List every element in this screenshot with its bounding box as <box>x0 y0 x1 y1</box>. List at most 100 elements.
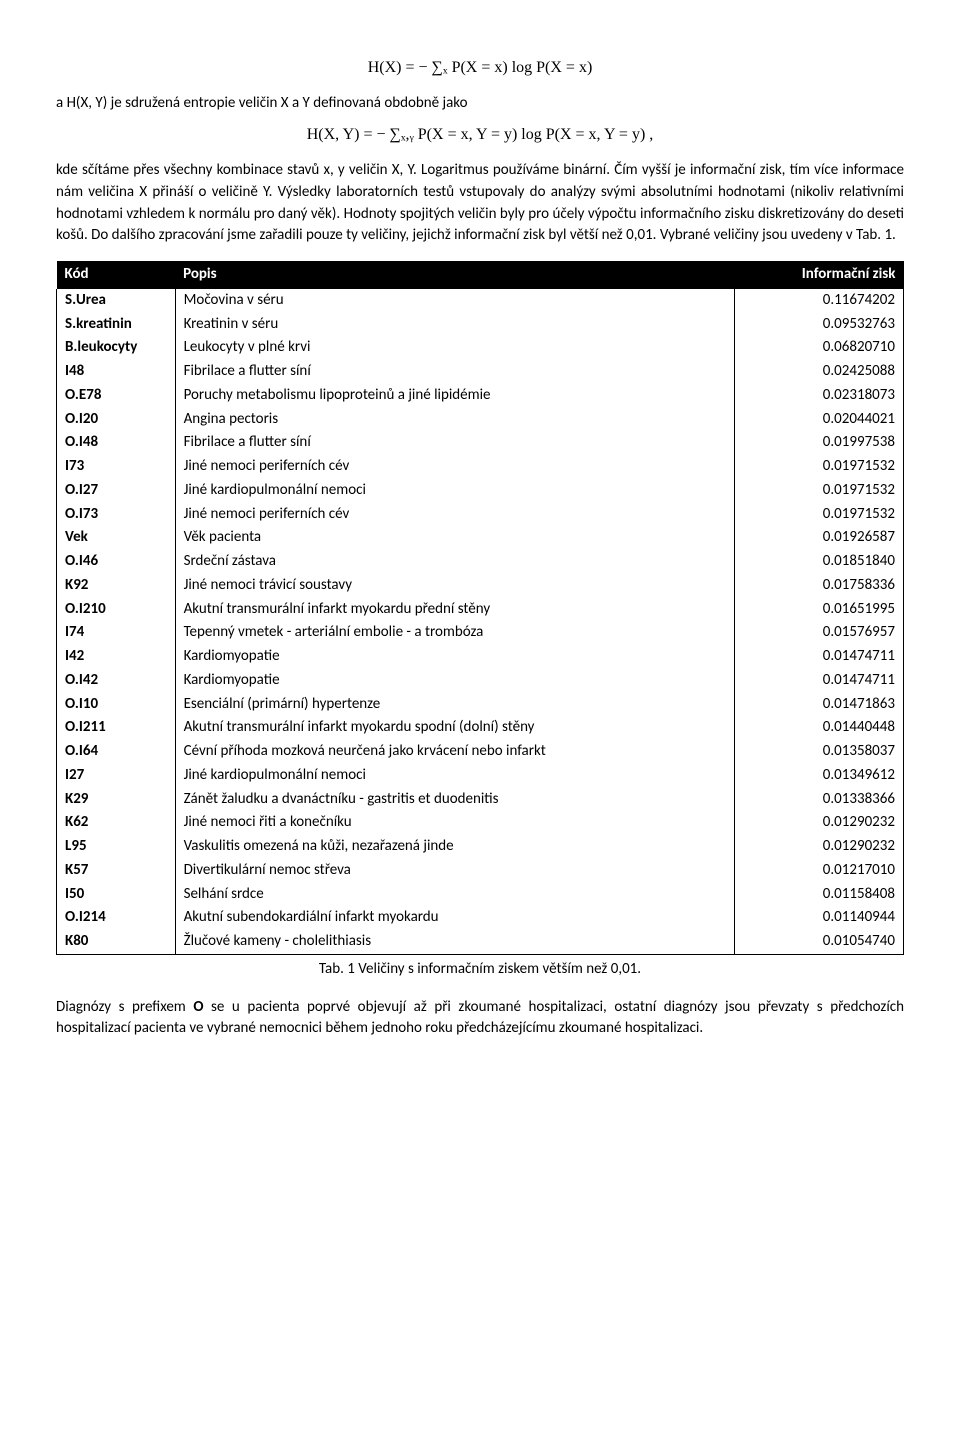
table-row: I73Jiné nemoci periferních cév0.01971532 <box>57 455 904 479</box>
table-row: O.I48Fibrilace a flutter síní0.01997538 <box>57 431 904 455</box>
cell-code: K92 <box>57 574 176 598</box>
cell-code: O.E78 <box>57 384 176 408</box>
cell-value: 0.01290232 <box>734 835 903 859</box>
cell-value: 0.01471863 <box>734 693 903 717</box>
cell-value: 0.01054740 <box>734 930 903 954</box>
cell-desc: Leukocyty v plné krvi <box>175 336 734 360</box>
cell-value: 0.01851840 <box>734 550 903 574</box>
table-row: S.UreaMočovina v séru0.11674202 <box>57 289 904 313</box>
cell-desc: Fibrilace a flutter síní <box>175 360 734 384</box>
table-row: I50Selhání srdce0.01158408 <box>57 883 904 907</box>
cell-desc: Poruchy metabolismu lipoproteinů a jiné … <box>175 384 734 408</box>
cell-value: 0.02425088 <box>734 360 903 384</box>
cell-value: 0.11674202 <box>734 289 903 313</box>
table-row: O.I211Akutní transmurální infarkt myokar… <box>57 716 904 740</box>
cell-code: O.I10 <box>57 693 176 717</box>
cell-desc: Esenciální (primární) hypertenze <box>175 693 734 717</box>
cell-desc: Akutní transmurální infarkt myokardu spo… <box>175 716 734 740</box>
cell-desc: Srdeční zástava <box>175 550 734 574</box>
table-row: K57Divertikulární nemoc střeva0.01217010 <box>57 859 904 883</box>
table-row: I27Jiné kardiopulmonální nemoci0.0134961… <box>57 764 904 788</box>
cell-code: O.I64 <box>57 740 176 764</box>
cell-value: 0.01474711 <box>734 645 903 669</box>
table-row: O.I214Akutní subendokardiální infarkt my… <box>57 906 904 930</box>
table-row: VekVěk pacienta0.01926587 <box>57 526 904 550</box>
cell-code: L95 <box>57 835 176 859</box>
cell-value: 0.01349612 <box>734 764 903 788</box>
table-row: O.I42Kardiomyopatie0.01474711 <box>57 669 904 693</box>
cell-desc: Vaskulitis omezená na kůži, nezařazená j… <box>175 835 734 859</box>
table-row: I74Tepenný vmetek - arteriální embolie -… <box>57 621 904 645</box>
cell-value: 0.06820710 <box>734 336 903 360</box>
cell-value: 0.01358037 <box>734 740 903 764</box>
table-row: O.I10Esenciální (primární) hypertenze0.0… <box>57 693 904 717</box>
cell-value: 0.01997538 <box>734 431 903 455</box>
table-row: K62Jiné nemoci řiti a konečníku0.0129023… <box>57 811 904 835</box>
cell-code: K62 <box>57 811 176 835</box>
cell-code: K80 <box>57 930 176 954</box>
cell-desc: Zánět žaludku a dvanáctníku - gastritis … <box>175 788 734 812</box>
cell-desc: Tepenný vmetek - arteriální embolie - a … <box>175 621 734 645</box>
cell-code: I48 <box>57 360 176 384</box>
cell-desc: Akutní transmurální infarkt myokardu pře… <box>175 598 734 622</box>
cell-code: O.I42 <box>57 669 176 693</box>
cell-desc: Jiné kardiopulmonální nemoci <box>175 479 734 503</box>
cell-code: O.I20 <box>57 408 176 432</box>
table-row: O.I210Akutní transmurální infarkt myokar… <box>57 598 904 622</box>
cell-code: I73 <box>57 455 176 479</box>
table-row: S.kreatininKreatinin v séru0.09532763 <box>57 313 904 337</box>
cell-value: 0.01158408 <box>734 883 903 907</box>
formula-entropy-x: H(X) = − ∑ₓ P(X = x) log P(X = x) <box>56 56 904 79</box>
cell-value: 0.09532763 <box>734 313 903 337</box>
col-header-desc: Popis <box>175 261 734 289</box>
paragraph-joint-entropy-intro: a H(X, Y) je sdružená entropie veličin X… <box>56 93 904 115</box>
cell-value: 0.01971532 <box>734 503 903 527</box>
table-row: K92Jiné nemoci trávicí soustavy0.0175833… <box>57 574 904 598</box>
cell-desc: Jiné nemoci periferních cév <box>175 503 734 527</box>
paragraph-footer: Diagnózy s prefixem O se u pacienta popr… <box>56 997 904 1041</box>
cell-code: I50 <box>57 883 176 907</box>
table-row: O.I46Srdeční zástava0.01851840 <box>57 550 904 574</box>
cell-code: Vek <box>57 526 176 550</box>
table-row: I48Fibrilace a flutter síní0.02425088 <box>57 360 904 384</box>
cell-code: I27 <box>57 764 176 788</box>
cell-code: S.Urea <box>57 289 176 313</box>
table-row: O.I20Angina pectoris0.02044021 <box>57 408 904 432</box>
cell-desc: Věk pacienta <box>175 526 734 550</box>
cell-value: 0.01758336 <box>734 574 903 598</box>
cell-code: O.I46 <box>57 550 176 574</box>
cell-desc: Fibrilace a flutter síní <box>175 431 734 455</box>
cell-value: 0.01440448 <box>734 716 903 740</box>
cell-code: O.I214 <box>57 906 176 930</box>
table-row: L95Vaskulitis omezená na kůži, nezařazen… <box>57 835 904 859</box>
table-row: O.E78Poruchy metabolismu lipoproteinů a … <box>57 384 904 408</box>
cell-desc: Močovina v séru <box>175 289 734 313</box>
table-row: O.I64Cévní příhoda mozková neurčená jako… <box>57 740 904 764</box>
cell-desc: Divertikulární nemoc střeva <box>175 859 734 883</box>
cell-value: 0.01971532 <box>734 455 903 479</box>
info-gain-table: Kód Popis Informační zisk S.UreaMočovina… <box>56 261 904 955</box>
cell-desc: Jiné nemoci řiti a konečníku <box>175 811 734 835</box>
table-caption: Tab. 1 Veličiny s informačním ziskem vět… <box>56 959 904 981</box>
formula-entropy-xy: H(X, Y) = − ∑ₓ,ᵧ P(X = x, Y = y) log P(X… <box>56 123 904 146</box>
paragraph-main: kde sčítáme přes všechny kombinace stavů… <box>56 160 904 247</box>
cell-desc: Kreatinin v séru <box>175 313 734 337</box>
cell-code: O.I27 <box>57 479 176 503</box>
cell-value: 0.01474711 <box>734 669 903 693</box>
cell-code: I42 <box>57 645 176 669</box>
col-header-code: Kód <box>57 261 176 289</box>
cell-code: K57 <box>57 859 176 883</box>
cell-code: K29 <box>57 788 176 812</box>
cell-value: 0.01651995 <box>734 598 903 622</box>
cell-value: 0.01971532 <box>734 479 903 503</box>
cell-code: O.I211 <box>57 716 176 740</box>
cell-code: I74 <box>57 621 176 645</box>
cell-desc: Kardiomyopatie <box>175 645 734 669</box>
cell-value: 0.01926587 <box>734 526 903 550</box>
table-row: I42Kardiomyopatie0.01474711 <box>57 645 904 669</box>
cell-code: B.leukocyty <box>57 336 176 360</box>
table-header-row: Kód Popis Informační zisk <box>57 261 904 289</box>
cell-value: 0.01217010 <box>734 859 903 883</box>
cell-value: 0.01140944 <box>734 906 903 930</box>
cell-desc: Jiné kardiopulmonální nemoci <box>175 764 734 788</box>
